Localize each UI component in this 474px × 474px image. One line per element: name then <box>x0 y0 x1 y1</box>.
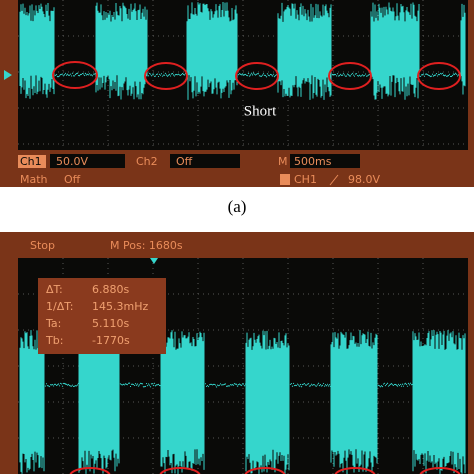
field <box>50 154 125 168</box>
ch1-badge <box>18 155 46 168</box>
run-state: Stop <box>30 239 55 252</box>
marker <box>4 70 12 80</box>
measure-value: -1770s <box>92 334 130 347</box>
short-marks <box>52 61 461 90</box>
field <box>170 154 240 168</box>
marker <box>150 258 158 264</box>
waveform <box>19 2 466 100</box>
waveform <box>19 330 466 474</box>
trigger-level: 98.0V <box>348 173 380 186</box>
annotation: Short <box>244 103 277 119</box>
ch2-label: Ch2 <box>136 155 158 168</box>
time-label: M <box>278 155 288 168</box>
trigger-badge <box>280 174 290 185</box>
edge-symbol <box>329 174 339 186</box>
ch2-state: Off <box>176 155 193 168</box>
measure-value: 145.3mHz <box>92 300 148 313</box>
measurements: ΔT: 6.880s 1/ΔT: 145.3mHz Ta: 5.110s Tb: -1770s <box>45 283 148 347</box>
math-label: Math <box>20 173 48 186</box>
measure-label: Ta: <box>45 317 61 330</box>
trigger-label: CH1 <box>294 173 317 186</box>
m-pos: M Pos: 1680s <box>110 239 183 252</box>
ch1-scale: 50.0V <box>56 155 88 168</box>
time-scale: 500ms <box>294 155 332 168</box>
field <box>290 154 360 168</box>
measure-label: 1/ΔT: <box>46 300 73 313</box>
short-marks <box>69 467 461 474</box>
measure-box <box>38 278 166 354</box>
measure-label: ΔT: <box>46 283 63 296</box>
measure-value: 6.880s <box>92 283 129 296</box>
measure-value: 5.110s <box>92 317 129 330</box>
measure-label: Tb: <box>45 334 63 347</box>
caption: (a) <box>228 197 247 216</box>
math-state: Off <box>64 173 81 186</box>
ch1-label: Ch1 <box>20 155 42 168</box>
